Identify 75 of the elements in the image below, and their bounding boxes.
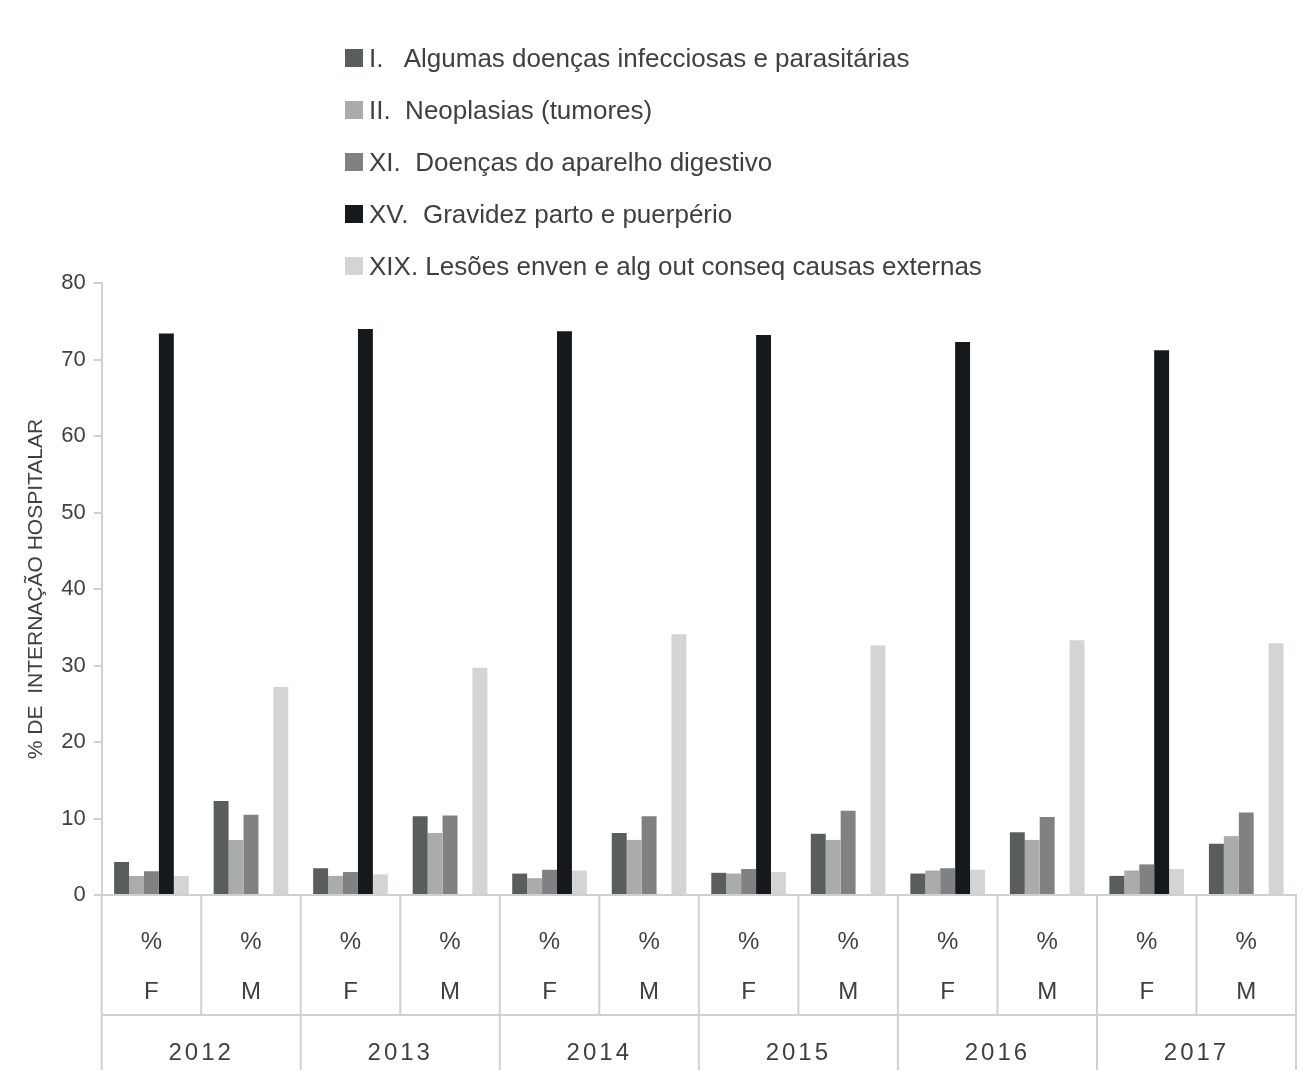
bar xyxy=(711,872,727,894)
bar xyxy=(328,875,344,894)
bar xyxy=(557,331,572,894)
bar xyxy=(313,868,329,894)
y-tick-label: 50 xyxy=(61,498,86,524)
x-tick-label: % F xyxy=(339,926,362,1005)
text: 2014 xyxy=(566,1037,632,1065)
y-tick-label: 0 xyxy=(73,881,86,907)
bar xyxy=(840,810,856,894)
legend-label: XV. Gravidez parto e puerpério xyxy=(369,198,733,230)
x-tick-label: % F xyxy=(538,926,561,1005)
x-tick-label: % M xyxy=(240,926,262,1005)
bar xyxy=(114,862,130,894)
bar xyxy=(1154,350,1170,894)
x-tick-label: % M xyxy=(638,926,660,1005)
y-tick-label: 60 xyxy=(61,422,86,448)
bar xyxy=(955,341,971,894)
bar xyxy=(243,814,259,894)
text: 2012 xyxy=(168,1037,234,1065)
bar xyxy=(940,868,956,894)
bar xyxy=(1139,864,1155,894)
bar xyxy=(158,333,174,894)
bar xyxy=(1109,875,1125,894)
bar xyxy=(1238,812,1254,894)
bar xyxy=(542,869,558,894)
x-tick-label: % M xyxy=(1235,926,1257,1005)
legend-label: XIX. Lesões enven e alg out conseq causas externas xyxy=(369,250,982,282)
bar xyxy=(343,872,358,894)
y-tick-label: 20 xyxy=(61,728,86,754)
legend-label: XI. Doenças do aparelho digestivo xyxy=(369,146,773,178)
bar xyxy=(143,871,159,894)
bar xyxy=(910,873,926,894)
legend-label: I. Algumas doenças infecciosas e parasitárias xyxy=(369,42,910,74)
bar xyxy=(512,873,528,894)
y-axis-title: % DE INTERNAÇÃO HOSPITALAR xyxy=(23,418,47,760)
bar xyxy=(129,875,144,894)
bar xyxy=(825,839,841,894)
bar xyxy=(810,833,826,894)
x-tick-label: % F xyxy=(936,926,959,1005)
bar xyxy=(412,816,428,894)
x-tick-label: % F xyxy=(140,926,163,1005)
legend-label: II. Neoplasias (tumores) xyxy=(369,94,653,126)
bar xyxy=(641,816,657,894)
bar xyxy=(213,800,229,894)
bar xyxy=(1009,832,1025,894)
text: 2013 xyxy=(367,1037,433,1065)
bar xyxy=(427,833,443,894)
y-tick-label: 30 xyxy=(61,651,86,677)
text: 2016 xyxy=(964,1037,1031,1065)
bar xyxy=(925,870,941,894)
text: 2017 xyxy=(1163,1037,1230,1065)
bar xyxy=(527,878,543,894)
y-tick-label: 10 xyxy=(61,804,86,830)
x-tick-label: % M xyxy=(439,926,461,1005)
bar xyxy=(626,839,642,894)
bar xyxy=(357,328,373,894)
bar xyxy=(726,873,742,894)
text: 2015 xyxy=(765,1037,832,1065)
x-tick-label: % F xyxy=(737,926,760,1005)
bar xyxy=(741,868,757,894)
bar xyxy=(1024,839,1040,894)
bar xyxy=(442,815,458,894)
x-tick-label: % F xyxy=(1136,926,1158,1005)
bar xyxy=(1208,843,1224,894)
x-tick-label: % M xyxy=(837,926,859,1005)
y-tick-label: 80 xyxy=(61,269,86,295)
bar xyxy=(611,833,627,894)
bar xyxy=(756,335,771,894)
bar xyxy=(1223,836,1239,894)
bar xyxy=(1039,816,1055,894)
y-tick-label: 70 xyxy=(61,345,86,371)
bar xyxy=(1124,870,1140,894)
bar xyxy=(228,839,244,894)
x-tick-label: % M xyxy=(1036,926,1058,1005)
y-tick-label: 40 xyxy=(61,575,86,601)
